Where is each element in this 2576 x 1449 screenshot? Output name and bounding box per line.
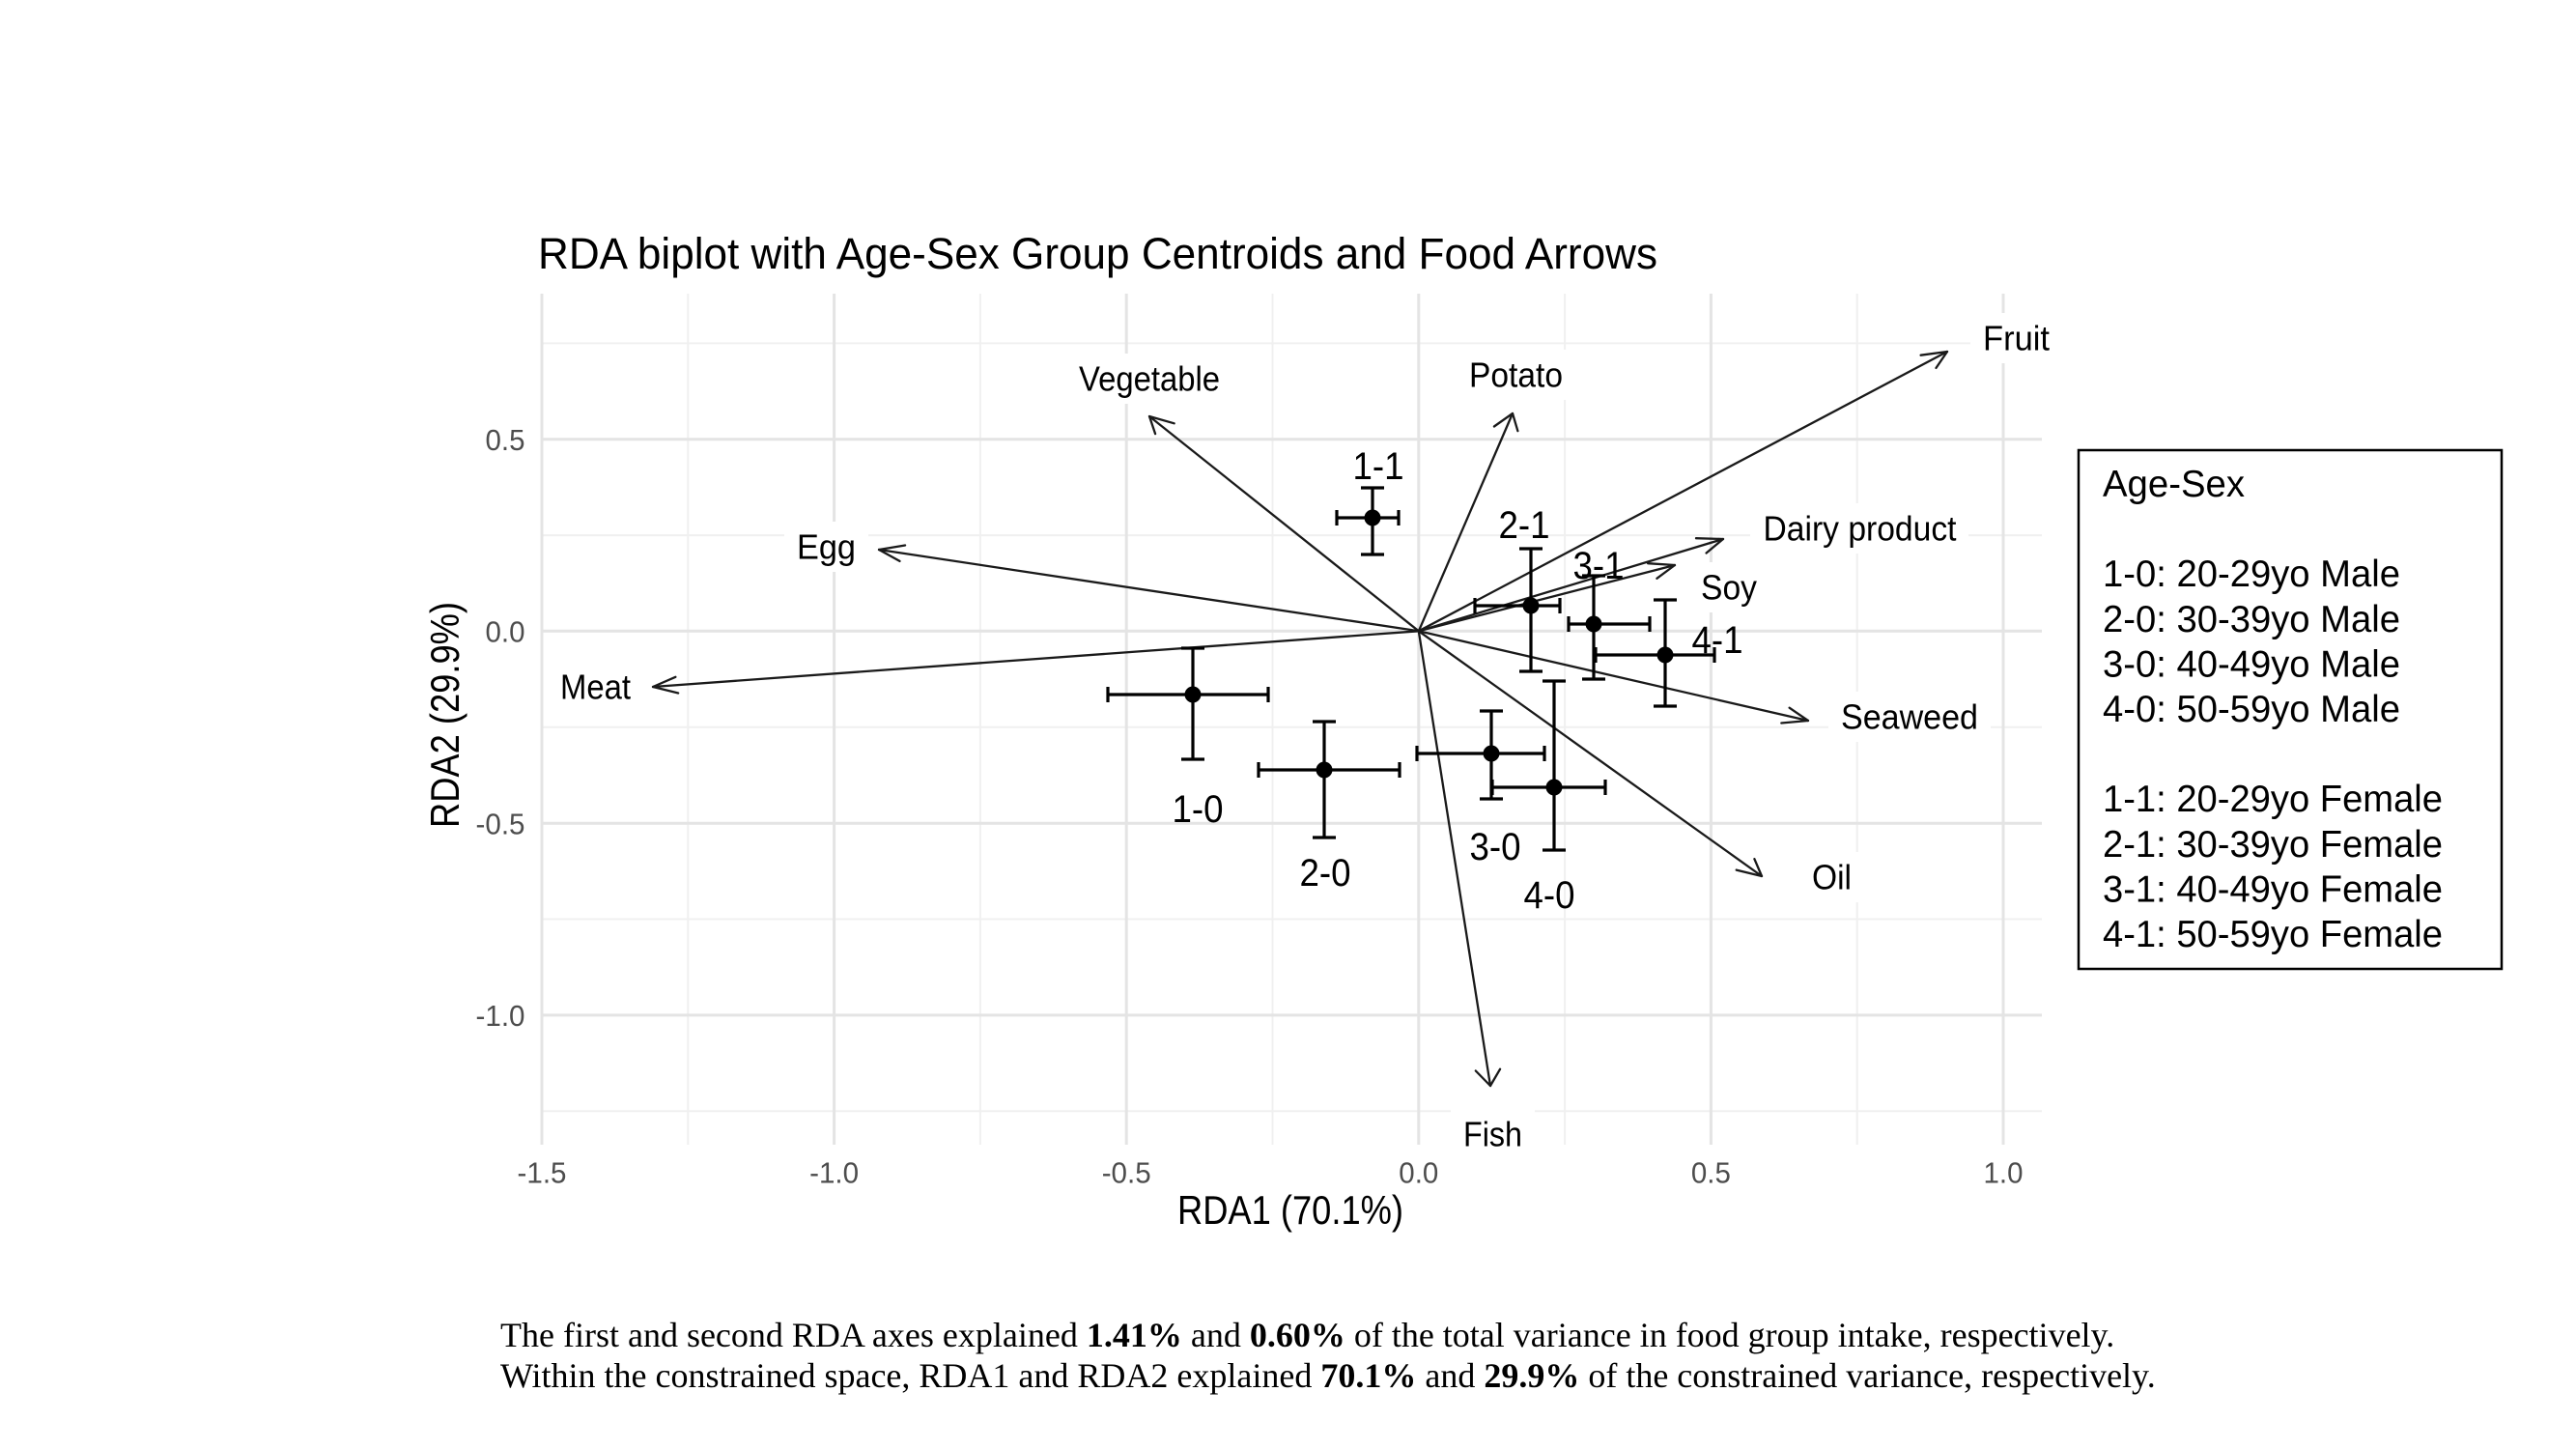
- svg-text:-1.5: -1.5: [518, 1156, 567, 1190]
- svg-text:2-0: 30-39yo Male: 2-0: 30-39yo Male: [2103, 599, 2400, 640]
- svg-text:4-1: 50-59yo Female: 4-1: 50-59yo Female: [2103, 914, 2443, 955]
- svg-text:-1.0: -1.0: [476, 999, 525, 1033]
- svg-text:1.0: 1.0: [1984, 1156, 2024, 1190]
- svg-text:Within the constrained space,: Within the constrained space, RDA1 and R…: [500, 1356, 2156, 1395]
- svg-text:4-0: 4-0: [1524, 874, 1575, 917]
- svg-text:3-0: 40-49yo Male: 3-0: 40-49yo Male: [2103, 643, 2400, 685]
- svg-text:RDA2 (29.9%): RDA2 (29.9%): [422, 602, 467, 828]
- svg-text:3-0: 3-0: [1470, 826, 1521, 868]
- svg-text:1-1: 20-29yo Female: 1-1: 20-29yo Female: [2103, 779, 2443, 820]
- svg-text:-0.5: -0.5: [1102, 1156, 1151, 1190]
- svg-text:Meat: Meat: [560, 668, 631, 707]
- svg-text:Dairy product: Dairy product: [1764, 509, 1957, 549]
- svg-text:The first and second RDA axes: The first and second RDA axes explained …: [500, 1316, 2114, 1354]
- svg-text:Soy: Soy: [1701, 568, 1757, 608]
- svg-text:Age-Sex: Age-Sex: [2103, 464, 2245, 505]
- svg-text:Oil: Oil: [1812, 858, 1852, 897]
- svg-text:0.0: 0.0: [486, 615, 525, 649]
- svg-text:0.5: 0.5: [1691, 1156, 1731, 1190]
- svg-text:Egg: Egg: [797, 527, 856, 567]
- svg-text:2-1: 30-39yo Female: 2-1: 30-39yo Female: [2103, 824, 2443, 866]
- svg-text:Vegetable: Vegetable: [1079, 359, 1220, 399]
- svg-text:Potato: Potato: [1469, 355, 1563, 395]
- svg-text:3-1: 3-1: [1573, 545, 1625, 587]
- svg-text:1-0: 1-0: [1173, 788, 1224, 831]
- svg-text:4-1: 4-1: [1692, 619, 1743, 662]
- svg-text:Seaweed: Seaweed: [1841, 697, 1978, 737]
- svg-text:RDA biplot with Age-Sex Group: RDA biplot with Age-Sex Group Centroids …: [538, 229, 1657, 278]
- svg-text:0.5: 0.5: [486, 423, 525, 457]
- svg-text:2-0: 2-0: [1300, 852, 1351, 895]
- svg-text:0.0: 0.0: [1399, 1156, 1438, 1190]
- svg-text:-1.0: -1.0: [809, 1156, 859, 1190]
- svg-text:Fruit: Fruit: [1983, 319, 2050, 358]
- svg-text:3-1: 40-49yo Female: 3-1: 40-49yo Female: [2103, 868, 2443, 910]
- svg-text:Fish: Fish: [1463, 1115, 1522, 1154]
- svg-text:RDA1 (70.1%): RDA1 (70.1%): [1177, 1187, 1403, 1233]
- svg-text:1-0: 20-29yo Male: 1-0: 20-29yo Male: [2103, 554, 2400, 595]
- svg-text:2-1: 2-1: [1499, 504, 1550, 547]
- svg-text:-0.5: -0.5: [476, 807, 525, 840]
- svg-text:1-1: 1-1: [1353, 445, 1404, 488]
- svg-text:4-0: 50-59yo Male: 4-0: 50-59yo Male: [2103, 689, 2400, 730]
